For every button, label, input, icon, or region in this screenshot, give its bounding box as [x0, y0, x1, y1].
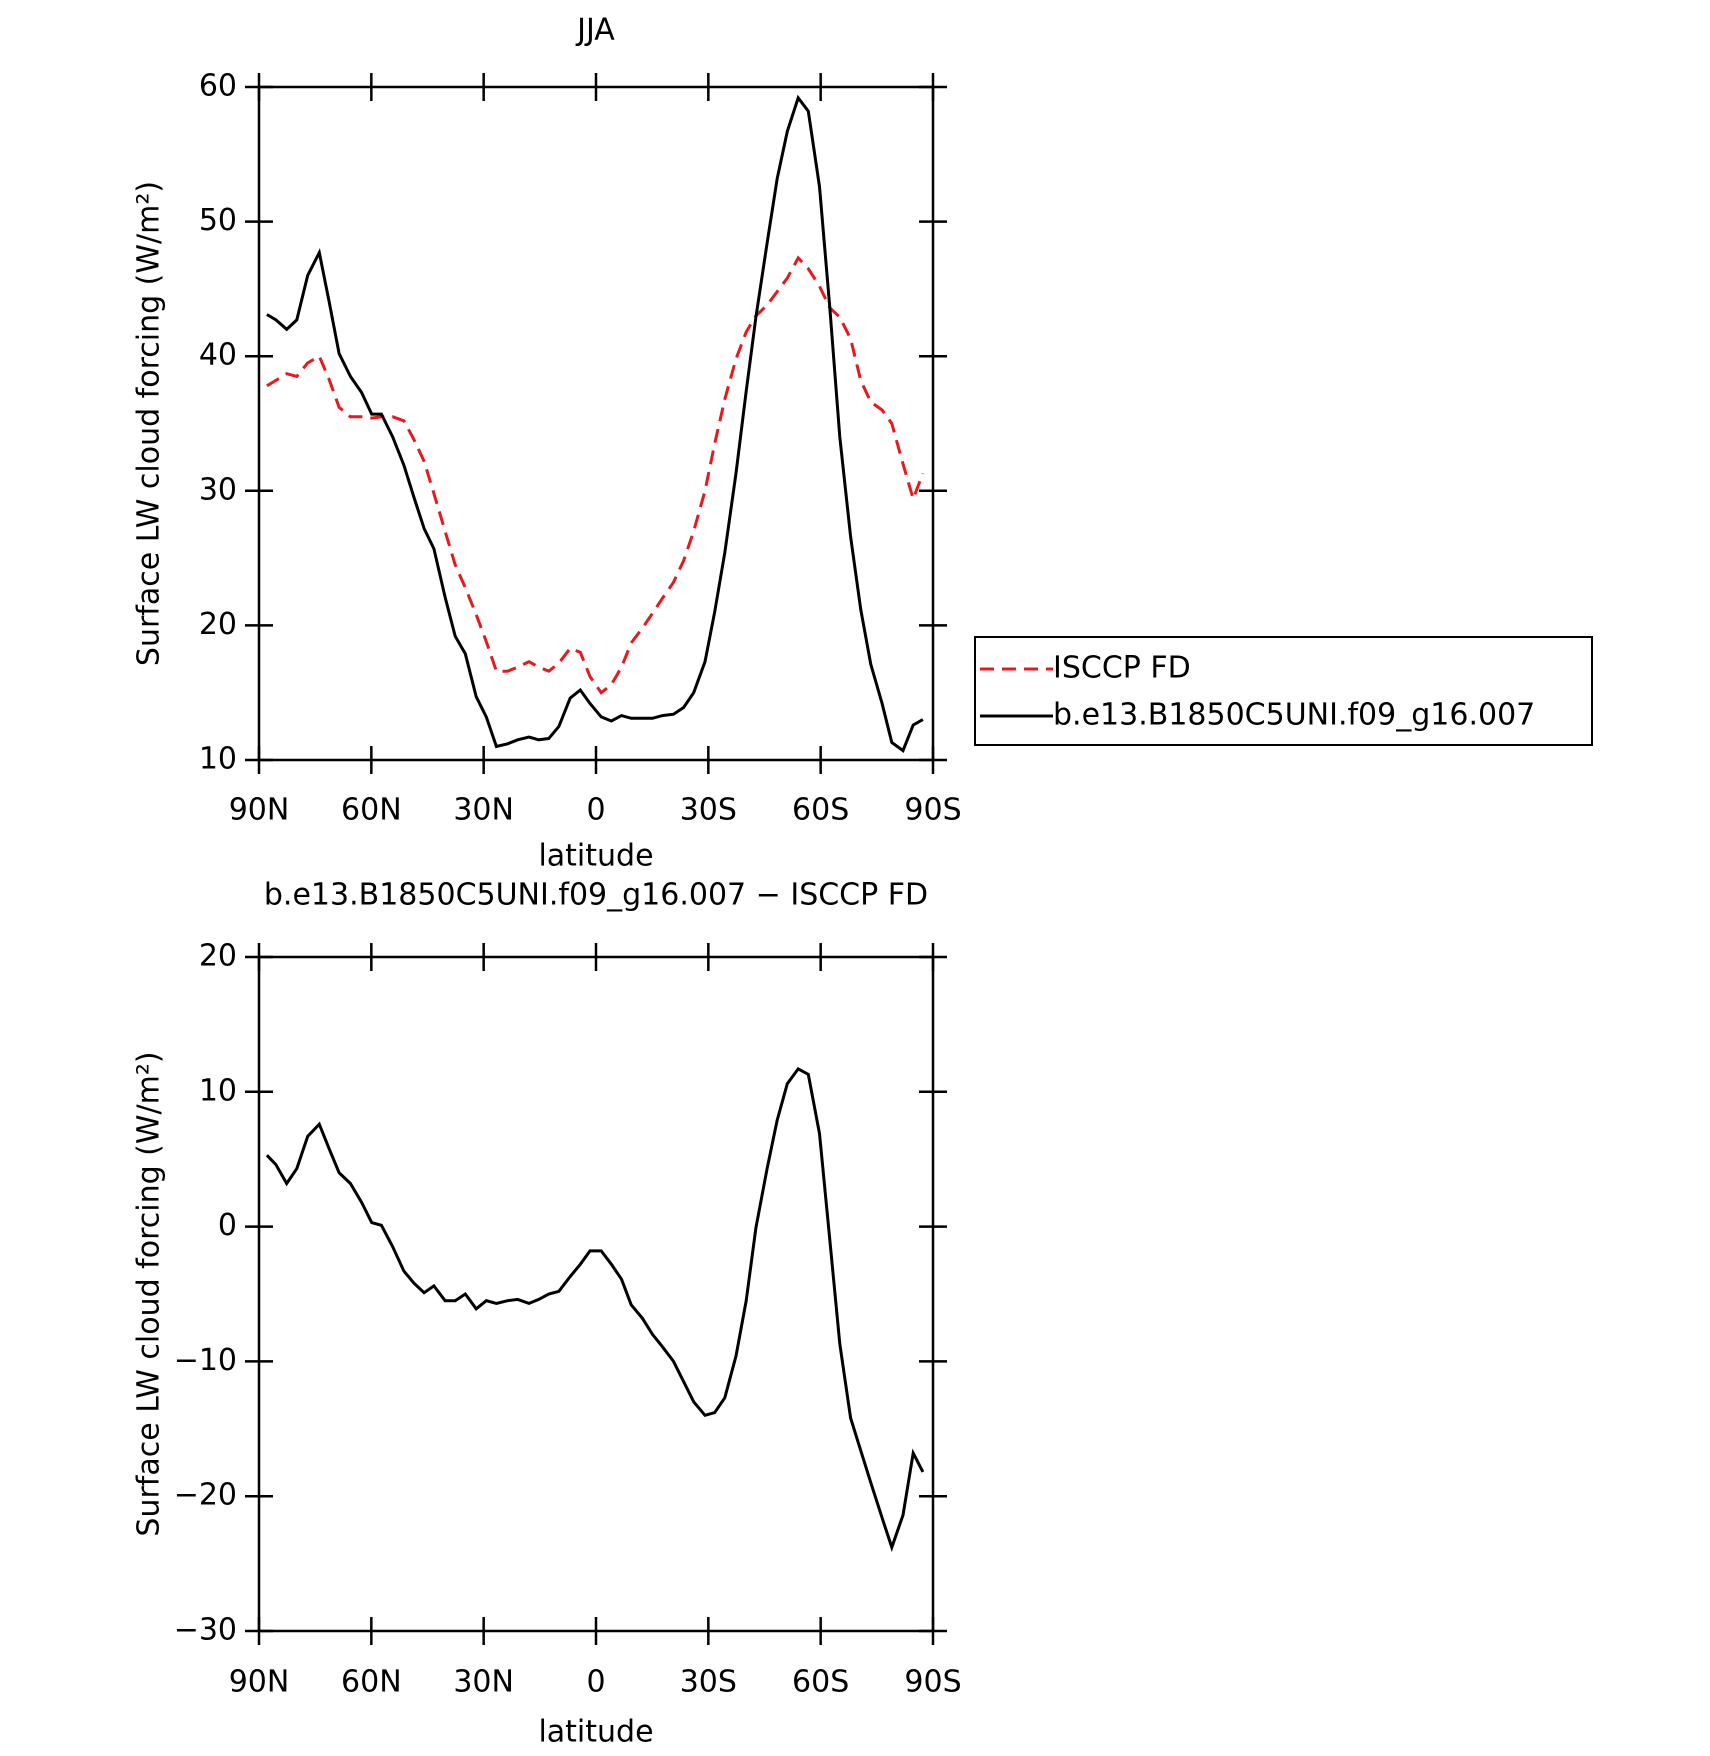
x-tick-label: 30N	[453, 1665, 514, 1700]
y-tick-label: −30	[174, 1613, 237, 1648]
y-tick-label: 10	[199, 742, 237, 777]
y-tick-label: 30	[199, 472, 237, 507]
y-axis-label: Surface LW cloud forcing (W/m²)	[132, 181, 167, 666]
y-tick-label: 20	[199, 939, 237, 974]
x-axis-label: latitude	[538, 1715, 653, 1750]
chart-title: b.e13.B1850C5UNI.f09_g16.007 − ISCCP FD	[264, 878, 928, 913]
y-tick-label: 0	[218, 1208, 237, 1243]
y-tick-label: 10	[199, 1073, 237, 1108]
y-tick-label: 60	[199, 69, 237, 104]
x-tick-label: 30S	[680, 1665, 737, 1700]
x-tick-label: 90S	[904, 1665, 961, 1700]
x-tick-label: 30N	[453, 793, 514, 828]
x-tick-label: 30S	[680, 793, 737, 828]
plot-frame	[257, 955, 935, 1633]
x-tick-label: 0	[586, 1665, 605, 1700]
data-line	[266, 94, 924, 753]
x-tick-label: 90N	[229, 793, 290, 828]
y-tick-label: 20	[199, 607, 237, 642]
x-tick-label: 60N	[341, 793, 402, 828]
legend-label: ISCCP FD	[1053, 651, 1191, 686]
data-line	[265, 1066, 925, 1553]
x-tick-label: 60N	[341, 1665, 402, 1700]
data-line	[266, 255, 925, 695]
plot-frame	[257, 85, 935, 762]
y-tick-label: −10	[174, 1343, 237, 1378]
chart-title: JJA	[575, 13, 615, 48]
x-tick-label: 60S	[792, 1665, 849, 1700]
legend-label: b.e13.B1850C5UNI.f09_g16.007	[1053, 698, 1535, 733]
x-tick-label: 60S	[792, 793, 849, 828]
legend-box	[974, 636, 1593, 746]
x-tick-label: 90S	[904, 793, 961, 828]
y-tick-label: −20	[174, 1478, 237, 1513]
y-tick-label: 50	[199, 203, 237, 238]
x-tick-label: 90N	[229, 1665, 290, 1700]
x-tick-label: 0	[586, 793, 605, 828]
x-axis-label: latitude	[538, 839, 653, 874]
y-tick-label: 40	[199, 338, 237, 373]
y-axis-label: Surface LW cloud forcing (W/m²)	[132, 1051, 167, 1536]
